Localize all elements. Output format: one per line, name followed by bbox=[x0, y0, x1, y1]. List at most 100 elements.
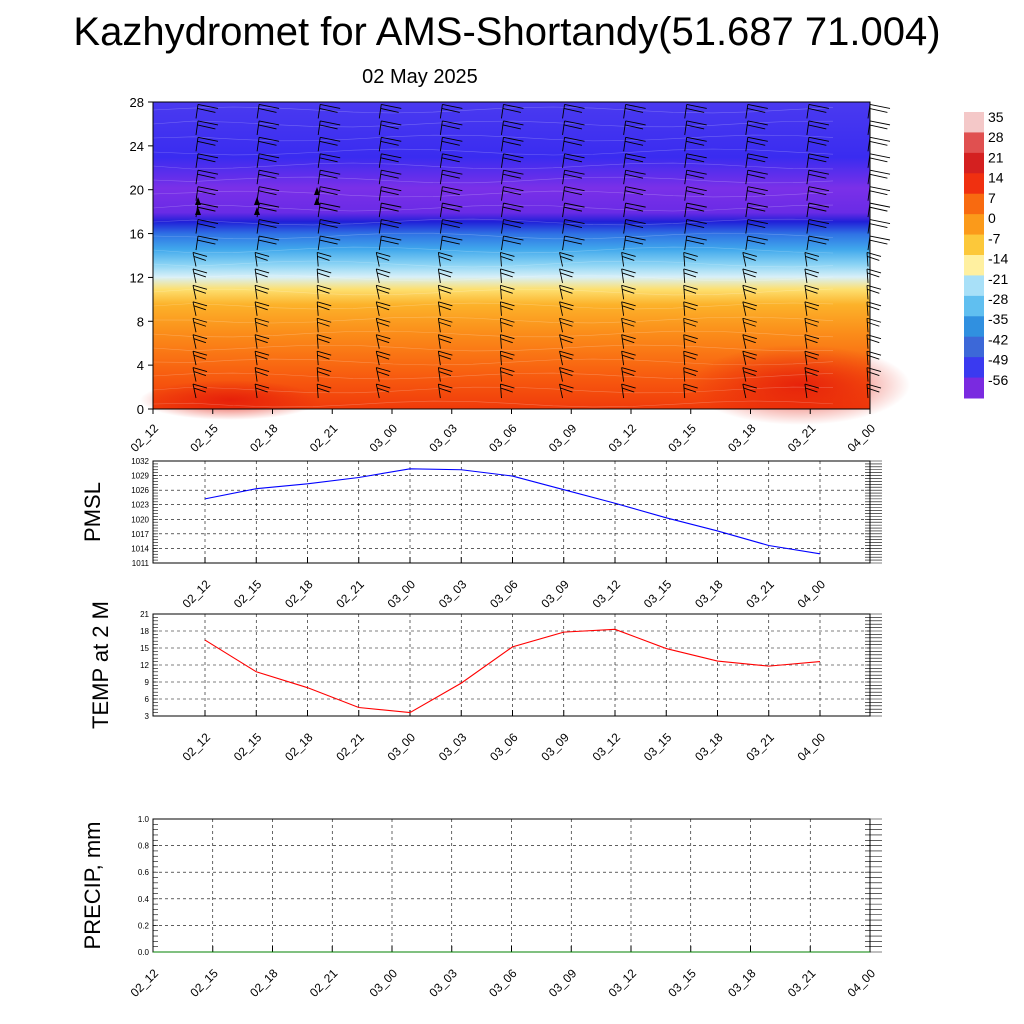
wind-barb bbox=[804, 284, 820, 300]
wind-barb bbox=[684, 120, 707, 135]
x-tick-label: 03_12 bbox=[590, 730, 624, 764]
colorbar-label: -28 bbox=[988, 291, 1008, 307]
x-tick-label: 02_15 bbox=[187, 966, 221, 1000]
y-tick-label: 16 bbox=[130, 227, 144, 242]
colorbar-swatch bbox=[964, 173, 984, 195]
wind-barb bbox=[742, 317, 757, 333]
wind-barb bbox=[623, 153, 646, 168]
wind-barb bbox=[439, 219, 463, 234]
wind-barb bbox=[866, 268, 882, 283]
wind-barb bbox=[316, 284, 332, 300]
wind-barb bbox=[500, 350, 515, 366]
wind-barb bbox=[866, 350, 882, 366]
wind-barb bbox=[562, 186, 585, 201]
wind-barb bbox=[559, 284, 574, 300]
wind-barb bbox=[316, 252, 332, 267]
wind-barb bbox=[559, 301, 574, 316]
y-tick-label: 9 bbox=[145, 678, 150, 687]
wind-barb bbox=[378, 202, 402, 218]
wind-barb bbox=[742, 350, 757, 366]
wind-barb bbox=[623, 120, 646, 135]
wind-barb bbox=[316, 383, 332, 399]
chart-title: Kazhydromet for AMS-Shortandy(51.687 71.… bbox=[73, 10, 941, 54]
wind-barb bbox=[623, 219, 646, 234]
y-axis-label: TEMP at 2 M bbox=[88, 601, 113, 729]
colorbar-label: -14 bbox=[988, 251, 1008, 267]
x-tick-label: 03_18 bbox=[692, 577, 726, 611]
x-tick-label: 03_21 bbox=[743, 577, 777, 611]
wind-barb bbox=[867, 153, 891, 168]
wind-barb bbox=[500, 252, 515, 267]
x-tick-label: 03_00 bbox=[367, 421, 401, 455]
x-tick-label: 03_18 bbox=[725, 966, 759, 1000]
warm-core bbox=[140, 380, 320, 420]
x-tick-label: 03_06 bbox=[486, 966, 520, 1000]
wind-barb bbox=[316, 350, 332, 366]
x-tick-label: 04_00 bbox=[795, 730, 829, 764]
x-tick-label: 04_00 bbox=[795, 577, 829, 611]
wind-barb bbox=[501, 186, 524, 201]
colorbar-label: -7 bbox=[988, 230, 1001, 246]
wind-barb bbox=[806, 104, 829, 119]
colorbar-label: 28 bbox=[988, 129, 1004, 145]
x-tick-label: 03_12 bbox=[590, 577, 624, 611]
panel-pmsl: 1011 1014 1017 1020 1023 1026 1029 1032 02_12 02_… bbox=[80, 457, 882, 611]
wind-barb bbox=[742, 383, 757, 399]
warm-core bbox=[690, 345, 910, 425]
x-tick-label: 03_09 bbox=[538, 577, 572, 611]
wind-barb bbox=[745, 219, 768, 234]
wind-barb bbox=[256, 169, 280, 185]
y-tick-label: 8 bbox=[137, 314, 144, 329]
wind-barb bbox=[195, 104, 219, 119]
wind-barb bbox=[439, 104, 463, 119]
wind-barb bbox=[192, 268, 208, 284]
wind-barb bbox=[317, 169, 341, 185]
wind-barb bbox=[562, 219, 585, 234]
colorbar-label: 0 bbox=[988, 210, 996, 226]
wind-barb bbox=[742, 334, 757, 349]
x-tick-label: 03_06 bbox=[487, 730, 521, 764]
wind-barb bbox=[439, 120, 463, 135]
colorbar-label: 14 bbox=[988, 170, 1004, 186]
contour-line bbox=[152, 134, 834, 142]
wind-barb bbox=[500, 367, 515, 382]
panel-frame bbox=[152, 460, 871, 564]
x-tick-label: 02_21 bbox=[333, 730, 367, 764]
wind-pennant bbox=[254, 197, 260, 205]
wind-barb bbox=[683, 383, 698, 399]
contour-line bbox=[152, 190, 834, 198]
y-axis-label: PRECIP, mm bbox=[80, 822, 105, 950]
wind-barb bbox=[683, 284, 698, 300]
wind-barb bbox=[867, 202, 891, 218]
y-tick-label: 1014 bbox=[131, 544, 149, 553]
wind-barb bbox=[804, 350, 820, 366]
y-tick-label: 28 bbox=[130, 95, 144, 110]
wind-pennant bbox=[195, 207, 201, 215]
y-tick-label: 6 bbox=[145, 695, 150, 704]
wind-barb bbox=[195, 235, 219, 251]
wind-barb bbox=[745, 186, 768, 201]
y-tick-label: 1017 bbox=[131, 530, 149, 539]
wind-barb bbox=[378, 219, 402, 234]
wind-barb bbox=[866, 334, 882, 349]
x-tick-label: 04_00 bbox=[845, 966, 879, 1000]
wind-barb bbox=[562, 235, 585, 251]
contour-line bbox=[152, 176, 834, 184]
wind-barb bbox=[867, 186, 891, 201]
x-tick-label: 03_06 bbox=[486, 421, 520, 455]
wind-barb bbox=[378, 235, 402, 251]
wind-barb bbox=[437, 383, 453, 399]
wind-barb bbox=[742, 268, 757, 284]
colorbar-label: -35 bbox=[988, 311, 1008, 327]
wind-barb bbox=[804, 301, 820, 316]
wind-barb bbox=[195, 153, 219, 168]
wind-barb bbox=[623, 235, 646, 251]
wind-barb bbox=[866, 367, 882, 382]
contour-line bbox=[152, 106, 834, 114]
colorbar-label: 7 bbox=[988, 190, 996, 206]
wind-barb bbox=[500, 317, 515, 333]
wind-barb bbox=[195, 120, 219, 135]
wind-barb bbox=[501, 104, 524, 119]
wind-barb bbox=[621, 284, 636, 300]
wind-barb bbox=[195, 186, 219, 201]
